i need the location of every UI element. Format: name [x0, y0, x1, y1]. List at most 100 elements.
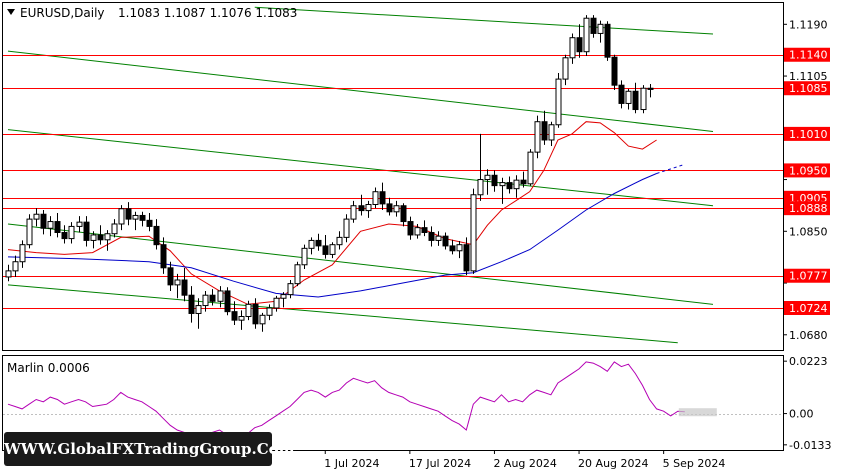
level-price-tag	[784, 81, 830, 96]
candle	[442, 232, 449, 250]
time-tick-label: 2 Aug 2024	[493, 457, 556, 470]
candle	[618, 80, 625, 109]
channel-line-5	[254, 6, 714, 35]
candle	[520, 171, 527, 188]
ohlc-values: 1.1083 1.1087 1.1076 1.1083	[118, 6, 297, 20]
candle	[477, 133, 484, 201]
candle	[541, 110, 548, 145]
candle	[625, 88, 632, 110]
level-price-tag	[784, 268, 830, 283]
channel-line-2	[7, 129, 714, 207]
marlin-projection-box	[678, 408, 717, 417]
candle	[604, 21, 611, 61]
candle	[315, 233, 322, 251]
candle	[590, 15, 597, 38]
level-price-tag	[784, 126, 830, 141]
candle	[379, 182, 386, 210]
level-price-tag	[784, 163, 830, 178]
candle	[365, 200, 372, 218]
price-tick-label: 1.1190	[789, 18, 828, 31]
candle	[280, 292, 287, 308]
candle	[273, 295, 280, 312]
candle	[569, 33, 576, 64]
candle	[118, 205, 125, 231]
candle	[83, 216, 90, 247]
candle	[456, 241, 463, 259]
level-price-label: 1.1085	[789, 82, 828, 95]
candle	[463, 237, 470, 276]
marlin-line	[7, 361, 685, 440]
candle	[33, 208, 40, 227]
candle	[217, 286, 224, 308]
level-price-tag	[784, 300, 830, 315]
candle	[372, 187, 379, 209]
trend-channels	[7, 6, 714, 344]
level-price-label: 1.0950	[789, 164, 828, 177]
candle	[209, 289, 216, 306]
time-axis: 1 Jul 2024 17 Jul 2024 2 Aug 2024 20 Aug 20…	[324, 450, 725, 470]
candle	[61, 225, 68, 244]
price-pane-frame	[2, 2, 784, 351]
candle	[195, 298, 202, 329]
candle	[576, 24, 583, 58]
price-tick-label: 1.1105	[789, 70, 828, 83]
candle	[111, 219, 118, 238]
candle	[555, 73, 562, 128]
candle	[97, 225, 104, 245]
indicator-tick-label: -0.0133	[789, 439, 831, 452]
price-tick-label: 1.0680	[789, 329, 828, 342]
candle	[400, 203, 407, 227]
indicator-tick-label: 0.00	[789, 408, 814, 421]
candle	[534, 115, 541, 159]
candle	[153, 219, 160, 250]
candle	[329, 242, 336, 259]
level-price-label: 1.0724	[789, 302, 828, 315]
level-price-label: 1.1010	[789, 128, 828, 141]
ma-slow-line	[7, 173, 657, 298]
moving-averages	[7, 121, 685, 305]
candle	[583, 15, 590, 56]
candle	[597, 20, 604, 43]
candle	[647, 83, 654, 98]
candle	[231, 301, 238, 326]
candle	[238, 310, 245, 330]
candle	[513, 175, 520, 198]
time-tick-label: 5 Sep 2024	[663, 457, 726, 470]
level-price-tag	[784, 47, 830, 62]
candle	[470, 188, 477, 274]
candles	[5, 15, 654, 332]
candle	[548, 121, 555, 147]
horizontal-levels	[3, 55, 783, 309]
candle	[40, 209, 47, 235]
ma-slow-projection	[656, 163, 685, 174]
candle	[12, 255, 19, 277]
marlin-indicator	[3, 361, 783, 440]
candle	[336, 231, 343, 250]
level-price-label: 1.0888	[789, 202, 828, 215]
candle	[322, 234, 329, 259]
channel-line-3	[7, 223, 714, 305]
candle	[188, 286, 195, 323]
price-axis: 1.11901.11051.10201.09351.08501.07651.06…	[783, 18, 831, 452]
candle	[19, 240, 26, 268]
candle	[527, 149, 534, 186]
candle	[308, 237, 315, 255]
candle	[506, 176, 513, 194]
candle	[202, 290, 209, 312]
dropdown-triangle-icon[interactable]	[7, 9, 15, 15]
candle	[640, 85, 647, 114]
candle	[491, 170, 498, 192]
candle	[294, 261, 301, 287]
candle	[104, 230, 111, 251]
indicator-label: Marlin 0.0006	[7, 361, 90, 375]
candle	[174, 273, 181, 299]
candle	[139, 211, 146, 227]
candle	[428, 226, 435, 247]
time-tick-label: 17 Jul 2024	[409, 457, 471, 470]
candle	[160, 237, 167, 274]
level-price-label: 1.1140	[789, 49, 828, 62]
symbol-timeframe: EURUSD,Daily	[20, 6, 105, 20]
candle	[414, 223, 421, 239]
